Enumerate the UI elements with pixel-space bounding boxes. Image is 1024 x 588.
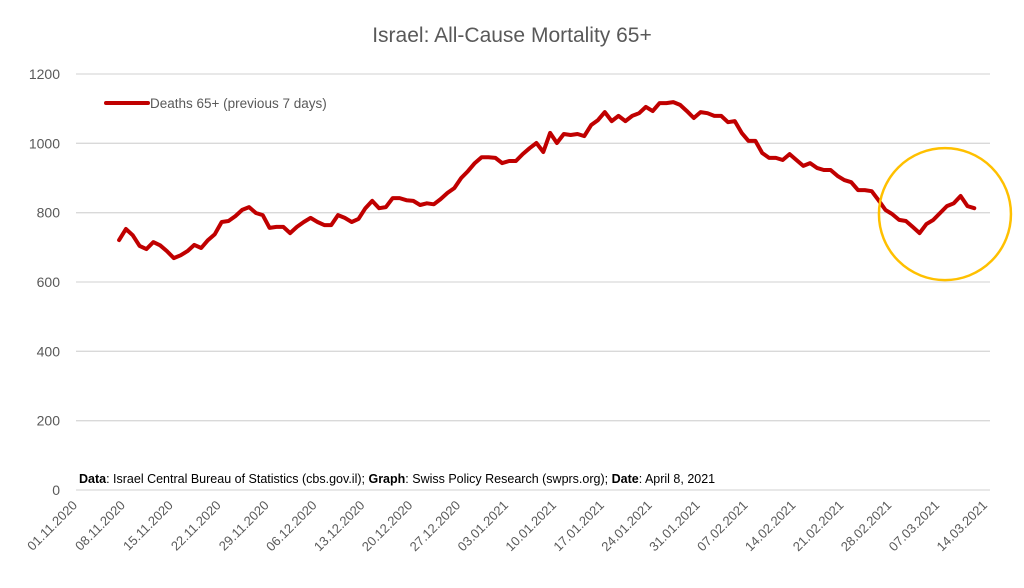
y-tick-label: 800 bbox=[37, 205, 61, 221]
y-tick-label: 0 bbox=[52, 482, 60, 498]
x-tick-label: 13.12.2020 bbox=[311, 498, 368, 555]
series-line bbox=[117, 100, 977, 261]
y-tick-label: 400 bbox=[37, 343, 61, 359]
y-tick-label: 200 bbox=[37, 413, 61, 429]
x-tick-label: 24.01.2021 bbox=[598, 498, 655, 555]
x-tick-label: 27.12.2020 bbox=[407, 498, 464, 555]
x-tick-label: 28.02.2021 bbox=[838, 498, 895, 555]
source-note: Data: Israel Central Bureau of Statistic… bbox=[79, 472, 715, 486]
x-tick-label: 21.02.2021 bbox=[790, 498, 847, 555]
y-tick-label: 1000 bbox=[29, 135, 60, 151]
source-label: Data bbox=[79, 472, 107, 486]
source-text: : April 8, 2021 bbox=[639, 472, 715, 486]
x-tick-label: 31.01.2021 bbox=[646, 498, 703, 555]
x-tick-label: 01.11.2020 bbox=[24, 498, 80, 554]
x-tick-label: 22.11.2020 bbox=[168, 498, 224, 554]
source-text: : Israel Central Bureau of Statistics (c… bbox=[106, 472, 368, 486]
source-label: Graph bbox=[368, 472, 405, 486]
x-tick-label: 10.01.2021 bbox=[502, 498, 559, 555]
x-axis-ticks: 01.11.202008.11.202015.11.202022.11.2020… bbox=[24, 498, 990, 555]
legend: Deaths 65+ (previous 7 days) bbox=[104, 96, 327, 111]
x-tick-label: 03.01.2021 bbox=[455, 498, 512, 555]
x-tick-label: 07.02.2021 bbox=[694, 498, 751, 555]
x-tick-label: 17.01.2021 bbox=[550, 498, 607, 555]
gridlines bbox=[76, 73, 990, 491]
source-label: Date bbox=[612, 472, 639, 486]
x-tick-label: 07.03.2021 bbox=[886, 498, 943, 555]
x-tick-label: 08.11.2020 bbox=[72, 498, 128, 554]
x-tick-label: 20.12.2020 bbox=[359, 498, 416, 555]
x-tick-label: 14.03.2021 bbox=[933, 498, 990, 555]
x-tick-label: 15.11.2020 bbox=[120, 498, 176, 554]
y-axis-ticks: 0 200 400 600 800 1000 1200 bbox=[29, 66, 60, 498]
source-text: : Swiss Policy Research (swprs.org); bbox=[405, 472, 611, 486]
highlight-circle bbox=[877, 146, 1013, 282]
x-tick-label: 06.12.2020 bbox=[263, 498, 320, 555]
annotation-layer bbox=[877, 146, 1013, 282]
series-layer bbox=[117, 100, 977, 261]
chart-title: Israel: All-Cause Mortality 65+ bbox=[372, 24, 652, 47]
legend-entry-label: Deaths 65+ (previous 7 days) bbox=[150, 96, 327, 111]
x-tick-label: 14.02.2021 bbox=[742, 498, 799, 555]
y-tick-label: 600 bbox=[37, 274, 61, 290]
y-tick-label: 1200 bbox=[29, 66, 60, 82]
